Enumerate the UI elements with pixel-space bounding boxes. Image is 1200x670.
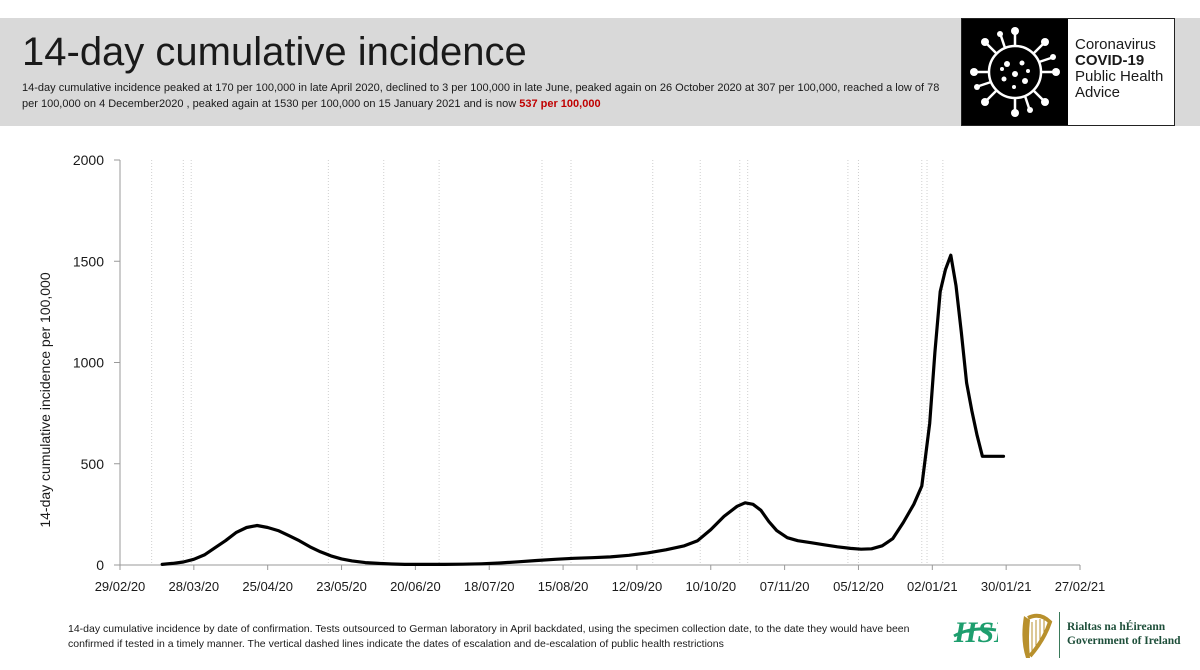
header-banner: 14-day cumulative incidence 14-day cumul…	[0, 18, 1200, 126]
government-of-ireland-logo: Rialtas na hÉireann Government of Irelan…	[1067, 620, 1181, 648]
x-tick-label: 27/02/21	[1055, 579, 1106, 594]
x-tick-label: 12/09/20	[612, 579, 663, 594]
gov-line-1: Rialtas na hÉireann	[1067, 621, 1166, 633]
y-tick-label: 2000	[73, 152, 104, 168]
series-line	[160, 253, 1006, 566]
y-tick-label: 500	[81, 456, 105, 472]
page-subtitle: 14-day cumulative incidence peaked at 17…	[22, 80, 942, 112]
subtitle-text: 14-day cumulative incidence peaked at 17…	[22, 82, 940, 110]
y-tick-label: 1500	[73, 253, 104, 269]
y-axis-label: 14-day cumulative incidence per 100,000	[37, 272, 53, 527]
x-tick-label: 05/12/20	[833, 579, 884, 594]
x-tick-label: 07/11/20	[760, 579, 810, 594]
harp-icon	[1014, 610, 1056, 662]
logo-line-4: Advice	[1075, 84, 1121, 101]
hse-logo: HSE	[952, 612, 1014, 652]
page-title: 14-day cumulative incidence	[22, 30, 527, 74]
restriction-date-lines	[151, 160, 944, 565]
x-tick-label: 18/07/20	[464, 579, 515, 594]
coronavirus-icon	[962, 19, 1068, 125]
y-axis-ticks: 0 500 1000 1500 2000	[73, 152, 120, 573]
footnote: 14-day cumulative incidence by date of c…	[68, 623, 910, 650]
logo-text: Coronavirus COVID-19 Public Health Advic…	[1075, 37, 1163, 101]
x-tick-label: 10/10/20	[685, 579, 736, 594]
chart-axes	[119, 160, 1080, 566]
logo-line-3: Public Health	[1075, 68, 1164, 85]
x-tick-label: 30/01/21	[981, 579, 1032, 594]
incidence-line-chart: 0 500 1000 1500 2000 29/02/20 28/03/20 25/04/2…	[37, 152, 1106, 594]
incidence-series	[160, 253, 1006, 566]
y-tick-label: 1000	[73, 355, 104, 371]
x-axis-ticks: 29/02/20 28/03/20 25/04/20 23/05/20 20/06/20…	[95, 565, 1106, 594]
x-tick-label: 29/02/20	[95, 579, 146, 594]
subtitle-highlight: 537 per 100,000	[519, 98, 601, 110]
logo-line-2: COVID-19	[1075, 52, 1145, 69]
x-tick-label: 23/05/20	[316, 579, 367, 594]
x-tick-label: 25/04/20	[242, 579, 293, 594]
x-tick-label: 02/01/21	[907, 579, 958, 594]
logo-line-1: Coronavirus	[1075, 36, 1156, 53]
x-tick-label: 20/06/20	[390, 579, 441, 594]
logo-divider	[1059, 612, 1060, 658]
gov-line-2: Government of Ireland	[1067, 635, 1181, 647]
x-tick-label: 28/03/20	[169, 579, 220, 594]
x-tick-label: 15/08/20	[538, 579, 589, 594]
covid-logo: Coronavirus COVID-19 Public Health Advic…	[961, 18, 1175, 126]
y-tick-label: 0	[96, 557, 104, 573]
